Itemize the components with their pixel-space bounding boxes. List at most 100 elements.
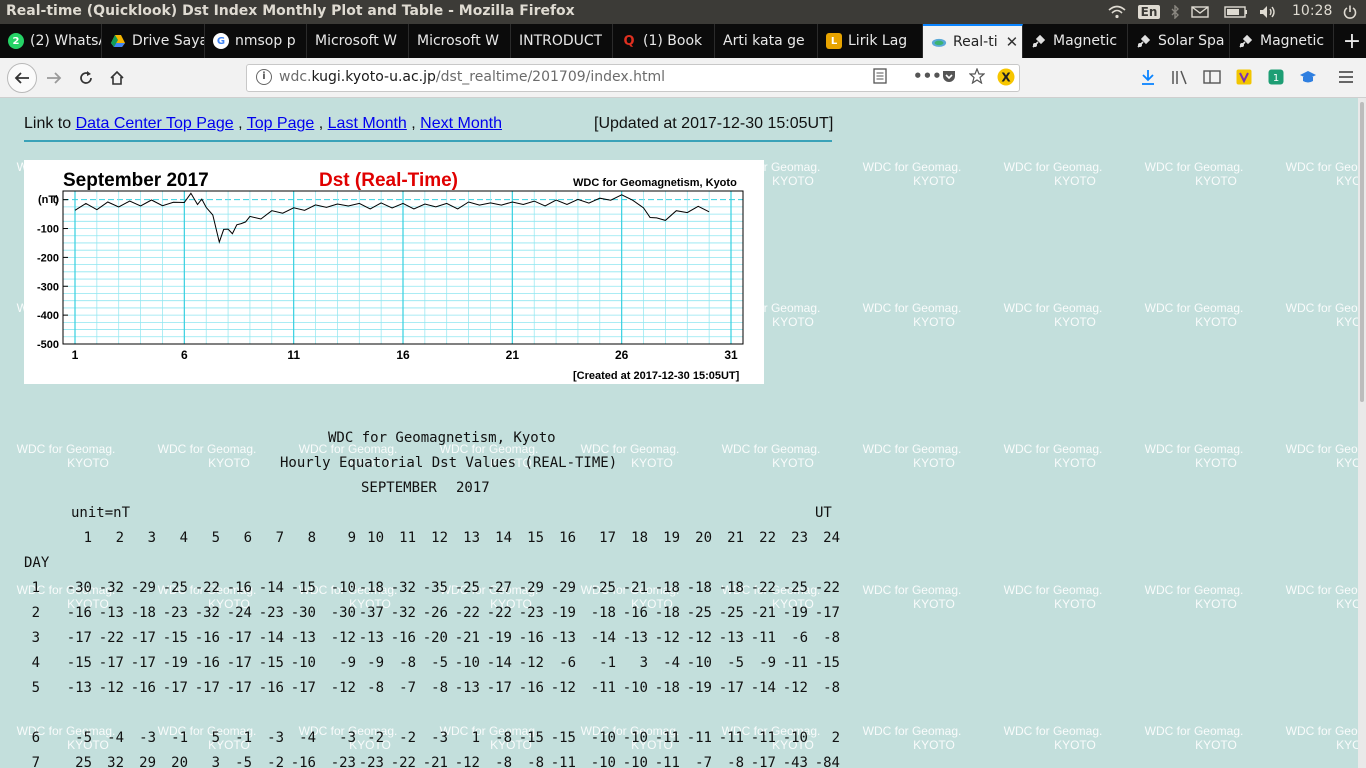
- watermark-line: KYOTO: [67, 597, 109, 611]
- dst-value-cell: -8: [495, 730, 512, 746]
- plot-axes-frame: [62, 190, 744, 345]
- link-data-center-top-page[interactable]: Data Center Top Page: [75, 115, 234, 132]
- watermark-line: KYOTO: [631, 738, 673, 752]
- dst-value-cell: -16: [518, 680, 544, 696]
- back-button[interactable]: [7, 63, 37, 93]
- dst-value-cell: -9: [339, 655, 356, 671]
- hour-header: 1: [83, 530, 92, 546]
- tab-close-icon[interactable]: ✕: [1005, 33, 1019, 51]
- watermark-line: WDC for Geomag.: [298, 583, 398, 597]
- tab[interactable]: Drive Saya: [102, 24, 205, 58]
- dst-value-cell: -18: [654, 605, 680, 621]
- watermark: WDC for Geomag.KYOTO: [575, 724, 685, 752]
- dst-plot: September 2017 Dst (Real-Time) WDC for G…: [37, 170, 744, 382]
- svg-text:X: X: [1001, 71, 1011, 85]
- updated-timestamp: [Updated at 2017-12-30 15:05UT]: [594, 115, 834, 132]
- tab-label: Solar Spa: [1158, 33, 1225, 49]
- mail-icon[interactable]: [1188, 0, 1212, 24]
- table-unit: unit=nT: [71, 505, 131, 521]
- link-separator: ,: [411, 115, 416, 132]
- dst-value-cell: -19: [550, 605, 576, 621]
- downloads-icon[interactable]: [1138, 67, 1158, 87]
- hour-header: 9: [347, 530, 356, 546]
- dst-value-cell: -32: [390, 605, 416, 621]
- page-actions-icon[interactable]: •••: [913, 67, 942, 85]
- bookmark-star-icon[interactable]: [968, 67, 986, 88]
- extension-green-icon[interactable]: 1: [1266, 67, 1286, 87]
- tab[interactable]: Q (1) Book: [613, 24, 715, 58]
- hour-header: 18: [631, 530, 648, 546]
- hour-header: 6: [243, 530, 252, 546]
- dst-value-cell: -17: [750, 755, 776, 768]
- extension-graduation-icon[interactable]: [1298, 67, 1318, 87]
- menu-hamburger-icon[interactable]: [1336, 67, 1356, 87]
- site-info-icon[interactable]: i: [256, 69, 272, 85]
- x-tick-label: 21: [506, 348, 520, 362]
- tab-label: nmsop p: [235, 33, 296, 49]
- sidebar-icon[interactable]: [1202, 67, 1222, 87]
- link-top-page[interactable]: Top Page: [246, 115, 315, 132]
- watermark-line: WDC for Geomag.: [862, 442, 962, 456]
- table-year: 2017: [456, 480, 490, 496]
- new-tab-button[interactable]: +: [1342, 28, 1362, 54]
- scrollbar-thumb[interactable]: [1360, 102, 1364, 402]
- dst-value-cell: -22: [390, 755, 416, 768]
- tab[interactable]: Arti kata ge: [715, 24, 818, 58]
- link-next-month[interactable]: Next Month: [420, 115, 502, 132]
- dst-value-cell: -17: [66, 630, 92, 646]
- pocket-icon[interactable]: [941, 68, 957, 88]
- reader-view-icon[interactable]: [873, 68, 887, 88]
- dst-value-cell: -22: [486, 605, 512, 621]
- dst-value-cell: -11: [654, 755, 680, 768]
- library-icon[interactable]: [1170, 67, 1190, 87]
- watermark-line: WDC for Geomag.: [721, 724, 821, 738]
- dst-value-cell: -14: [590, 630, 616, 646]
- extension-v-icon[interactable]: [1234, 67, 1254, 87]
- keyboard-layout-indicator[interactable]: En: [1137, 0, 1161, 24]
- link-last-month[interactable]: Last Month: [327, 115, 407, 132]
- watermark-line: KYOTO: [631, 456, 673, 470]
- battery-icon[interactable]: [1222, 0, 1250, 24]
- y-tick-label: -300: [37, 281, 59, 293]
- wifi-icon[interactable]: [1106, 0, 1128, 24]
- tab[interactable]: Microsoft W: [409, 24, 511, 58]
- home-button[interactable]: [103, 64, 131, 92]
- url-text[interactable]: wdc.kugi.kyoto-u.ac.jp/dst_realtime/2017…: [279, 69, 665, 85]
- watermark-line: WDC for Geomag.: [1003, 442, 1103, 456]
- dst-value-cell: 29: [139, 755, 156, 768]
- dst-value-cell: -43: [782, 755, 808, 768]
- forward-button[interactable]: [40, 64, 68, 92]
- volume-icon[interactable]: [1256, 0, 1280, 24]
- cloud-icon: [931, 34, 947, 50]
- dst-value-cell: -4: [299, 730, 316, 746]
- dst-value-cell: -1: [599, 655, 616, 671]
- dst-value-cell: -16: [130, 680, 156, 696]
- tab[interactable]: 2 (2) WhatsApp: [0, 24, 102, 58]
- url-bar[interactable]: i wdc.kugi.kyoto-u.ac.jp/dst_realtime/20…: [246, 64, 1020, 92]
- reload-button[interactable]: [72, 64, 100, 92]
- power-icon[interactable]: [1340, 0, 1360, 24]
- watermark-line: KYOTO: [913, 315, 955, 329]
- dst-value-cell: -21: [454, 630, 480, 646]
- tab-label: Microsoft W: [417, 33, 500, 49]
- tab[interactable]: Microsoft W: [307, 24, 409, 58]
- extension-x-icon[interactable]: X: [997, 68, 1015, 90]
- tab[interactable]: Magnetic: [1023, 24, 1128, 58]
- watermark: WDC for Geomag.KYOTO: [857, 160, 967, 188]
- dst-value-cell: -17: [130, 655, 156, 671]
- tab[interactable]: Solar Spa: [1128, 24, 1230, 58]
- page-scrollbar[interactable]: [1358, 98, 1366, 768]
- dst-value-cell: -32: [390, 580, 416, 596]
- plot-created-label: [Created at 2017-12-30 15:05UT]: [573, 370, 740, 382]
- clock[interactable]: 10:28: [1292, 3, 1333, 19]
- dst-value-cell: -15: [518, 730, 544, 746]
- tab[interactable]: Real-ti ✕: [923, 24, 1023, 58]
- dst-value-cell: -29: [518, 580, 544, 596]
- tab[interactable]: L Lirik Lag: [818, 24, 923, 58]
- tab[interactable]: INTRODUCT: [511, 24, 613, 58]
- dst-value-cell: -2: [267, 755, 284, 768]
- tab[interactable]: Magnetic: [1230, 24, 1334, 58]
- x-tick-label: 11: [287, 348, 300, 362]
- bluetooth-icon[interactable]: [1166, 0, 1184, 24]
